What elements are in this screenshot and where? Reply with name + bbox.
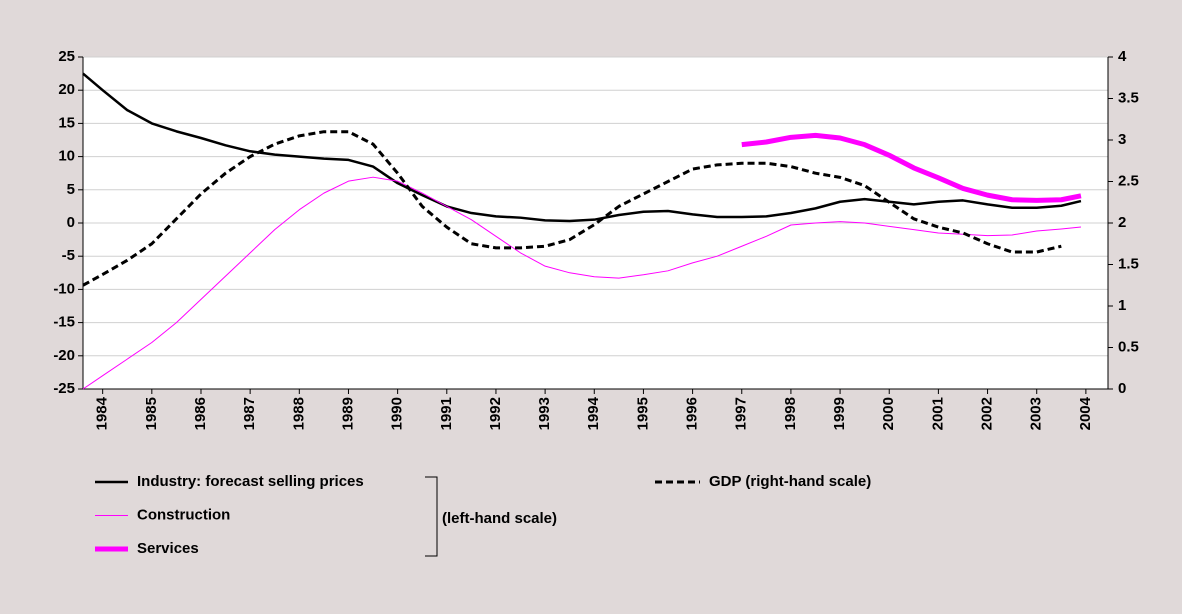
series-line	[82, 176, 1082, 390]
x-tick-label: 2000	[880, 397, 897, 430]
y2-tick-label: 3	[1118, 131, 1126, 148]
legend-label: Industry: forecast selling prices	[137, 473, 364, 490]
x-tick-label: 1999	[831, 397, 848, 430]
y2-tick-label: 3.5	[1118, 89, 1139, 106]
x-tick-label: 1997	[733, 397, 750, 430]
x-tick-label: 1991	[438, 397, 455, 430]
y-tick-label: 25	[58, 48, 75, 65]
y2-tick-label: 4	[1118, 48, 1127, 65]
y-tick-label: 15	[58, 114, 75, 131]
x-tick-label: 1993	[536, 397, 553, 430]
x-tick-label: 1992	[487, 397, 504, 430]
series-line	[82, 130, 1062, 287]
y-tick-label: -20	[53, 347, 75, 364]
y-tick-label: -25	[53, 380, 75, 397]
y-tick-label: 0	[67, 214, 75, 231]
x-tick-label: 1996	[684, 397, 701, 430]
y-tick-label: -10	[53, 280, 75, 297]
y-tick-label: 5	[67, 181, 75, 198]
y2-tick-label: 0	[1118, 380, 1126, 397]
series-line	[741, 132, 1082, 203]
x-tick-label: 1995	[634, 397, 651, 430]
y2-tick-label: 0.5	[1118, 338, 1139, 355]
legend-label: Construction	[137, 506, 230, 523]
y2-tick-label: 1.5	[1118, 255, 1139, 272]
y-tick-label: 20	[58, 81, 75, 98]
series-line	[82, 72, 1082, 223]
x-tick-label: 1988	[290, 397, 307, 430]
x-tick-label: 1985	[143, 397, 160, 430]
legend-label: GDP (right-hand scale)	[709, 473, 871, 490]
x-tick-label: 1984	[94, 396, 111, 430]
y2-tick-label: 2.5	[1118, 172, 1139, 189]
x-tick-label: 1994	[585, 396, 602, 430]
legend-label: Services	[137, 540, 199, 557]
x-tick-label: 2002	[979, 397, 996, 430]
x-tick-label: 2004	[1077, 396, 1094, 430]
y2-tick-label: 1	[1118, 297, 1126, 314]
x-tick-label: 1990	[389, 397, 406, 430]
annotation: (left-hand scale)	[442, 510, 557, 527]
x-tick-label: 1989	[339, 397, 356, 430]
x-tick-label: 2003	[1028, 397, 1045, 430]
y-tick-label: 10	[58, 148, 75, 165]
x-tick-label: 1998	[782, 397, 799, 430]
x-tick-label: 1986	[192, 397, 209, 430]
x-tick-label: 2001	[929, 397, 946, 430]
y-tick-label: -5	[62, 247, 75, 264]
y2-tick-label: 2	[1118, 214, 1126, 231]
x-tick-label: 1987	[241, 397, 258, 430]
legend-bracket	[425, 476, 438, 557]
y-tick-label: -15	[53, 314, 75, 331]
